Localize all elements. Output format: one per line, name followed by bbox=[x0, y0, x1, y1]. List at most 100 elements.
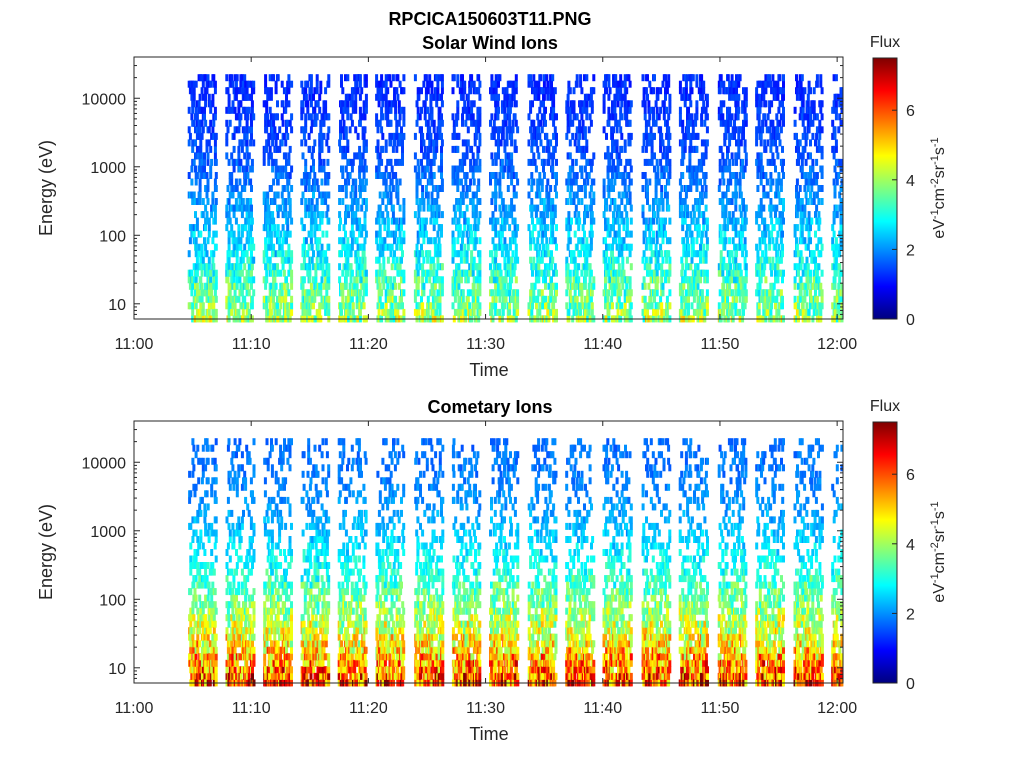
heatmap-cell bbox=[322, 158, 326, 166]
heatmap-cell bbox=[567, 308, 571, 316]
heatmap-cell bbox=[592, 178, 596, 186]
heatmap-cell bbox=[431, 204, 435, 212]
heatmap-cell bbox=[320, 178, 324, 186]
heatmap-cell bbox=[688, 172, 692, 179]
heatmap-cell bbox=[585, 100, 589, 108]
heatmap-cell bbox=[723, 217, 727, 225]
heatmap-cell bbox=[210, 204, 214, 212]
heatmap-cell bbox=[386, 224, 390, 232]
heatmap-cell bbox=[607, 256, 611, 264]
heatmap-cell bbox=[506, 263, 510, 271]
heatmap-cell bbox=[264, 80, 268, 88]
heatmap-cell bbox=[348, 243, 352, 251]
heatmap-cell bbox=[704, 185, 708, 192]
heatmap-cell bbox=[688, 145, 692, 153]
heatmap-cell bbox=[238, 165, 242, 173]
heatmap-cell bbox=[527, 224, 531, 232]
heatmap-cell bbox=[583, 250, 586, 258]
heatmap-cell bbox=[440, 282, 444, 290]
heatmap-cell bbox=[514, 119, 518, 127]
heatmap-cell bbox=[287, 256, 291, 264]
heatmap-cell bbox=[440, 152, 443, 160]
heatmap-cell bbox=[549, 308, 553, 316]
heatmap-cell bbox=[457, 282, 461, 290]
heatmap-cell bbox=[200, 269, 204, 277]
heatmap-cell bbox=[547, 152, 551, 160]
heatmap-cell bbox=[267, 204, 271, 212]
heatmap-cell bbox=[381, 250, 385, 258]
heatmap-cell bbox=[320, 302, 324, 310]
heatmap-cell bbox=[310, 211, 314, 219]
heatmap-cell bbox=[348, 93, 352, 101]
heatmap-cell bbox=[643, 282, 647, 290]
heatmap-cell bbox=[191, 302, 195, 310]
heatmap-cell bbox=[529, 295, 533, 303]
heatmap-cell bbox=[265, 269, 269, 277]
heatmap-cell bbox=[621, 191, 625, 199]
heatmap-cell bbox=[341, 185, 345, 192]
heatmap-cell bbox=[695, 172, 699, 179]
heatmap-cell bbox=[588, 158, 592, 166]
heatmap-cell bbox=[687, 308, 690, 316]
heatmap-cell bbox=[420, 145, 423, 153]
heatmap-cell bbox=[250, 243, 253, 251]
heatmap-cell bbox=[530, 185, 534, 192]
heatmap-cell bbox=[211, 198, 215, 205]
heatmap-cell bbox=[512, 191, 516, 199]
heatmap-cell bbox=[688, 230, 692, 238]
heatmap-cell bbox=[322, 250, 326, 258]
heatmap-cell bbox=[322, 302, 326, 310]
heatmap-cell bbox=[322, 295, 326, 303]
heatmap-cell bbox=[546, 263, 550, 271]
heatmap-cell bbox=[344, 185, 348, 192]
heatmap-cell bbox=[629, 178, 633, 186]
heatmap-cell bbox=[204, 243, 208, 251]
heatmap-cell bbox=[665, 165, 669, 173]
heatmap-cell bbox=[324, 100, 328, 108]
heatmap-cell bbox=[198, 295, 202, 303]
heatmap-cell bbox=[204, 185, 208, 192]
heatmap-cell bbox=[214, 230, 218, 238]
heatmap-cell bbox=[245, 87, 249, 95]
heatmap-cell bbox=[351, 302, 355, 310]
heatmap-cell bbox=[690, 302, 694, 310]
heatmap-cell bbox=[290, 269, 294, 277]
heatmap-cell bbox=[238, 178, 242, 186]
heatmap-cell bbox=[474, 191, 478, 199]
heatmap-cell bbox=[703, 119, 707, 127]
heatmap-cell bbox=[568, 165, 572, 173]
heatmap-cell bbox=[614, 256, 618, 264]
heatmap-cell bbox=[316, 185, 320, 192]
heatmap-cell bbox=[384, 80, 388, 88]
heatmap-cell bbox=[728, 165, 732, 173]
heatmap-cell bbox=[380, 87, 384, 95]
heatmap-cell bbox=[494, 139, 498, 147]
heatmap-cell bbox=[381, 145, 385, 153]
heatmap-cell bbox=[417, 211, 421, 219]
heatmap-cell bbox=[194, 178, 198, 186]
heatmap-cell bbox=[704, 106, 708, 114]
heatmap-cell bbox=[327, 80, 331, 88]
heatmap-cell bbox=[580, 295, 584, 303]
heatmap-cell bbox=[250, 295, 254, 303]
heatmap-cell bbox=[463, 250, 467, 258]
heatmap-cell bbox=[230, 172, 234, 179]
heatmap-cell bbox=[281, 119, 285, 127]
heatmap-cell bbox=[243, 204, 247, 212]
heatmap-cell bbox=[539, 211, 543, 219]
heatmap-cell bbox=[452, 74, 456, 82]
heatmap-cell bbox=[349, 263, 353, 271]
heatmap-cell bbox=[602, 185, 606, 192]
heatmap-cell bbox=[262, 256, 266, 264]
heatmap-cell bbox=[424, 152, 428, 160]
heatmap-cell bbox=[384, 139, 388, 147]
heatmap-cell bbox=[395, 243, 399, 251]
heatmap-cell bbox=[687, 250, 690, 258]
heatmap-cell bbox=[490, 276, 494, 284]
heatmap-cell bbox=[245, 132, 249, 140]
heatmap-cell bbox=[617, 152, 621, 160]
heatmap-cell bbox=[546, 178, 550, 186]
heatmap-cell bbox=[686, 113, 689, 121]
heatmap-cell bbox=[197, 289, 201, 297]
heatmap-cell bbox=[273, 126, 277, 134]
